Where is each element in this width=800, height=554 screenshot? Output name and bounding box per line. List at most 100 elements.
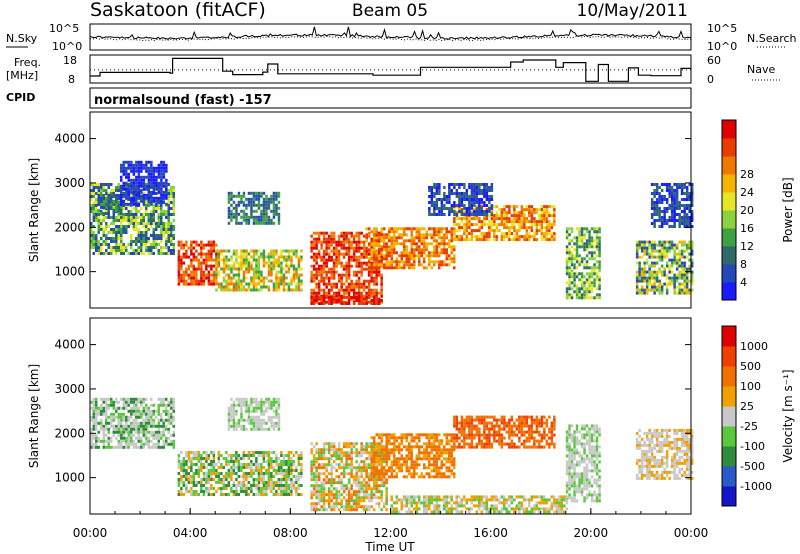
data-cell xyxy=(668,264,671,268)
data-cell xyxy=(205,276,208,280)
data-cell xyxy=(172,397,175,401)
data-cell xyxy=(95,439,98,443)
data-cell xyxy=(257,191,261,195)
data-cell xyxy=(658,195,661,198)
data-cell xyxy=(215,249,218,253)
data-cell xyxy=(140,427,143,431)
data-cell xyxy=(332,300,336,304)
data-cell xyxy=(420,254,423,258)
data-cell xyxy=(242,397,246,401)
data-cell xyxy=(645,270,649,274)
data-cell xyxy=(352,282,356,286)
data-cell xyxy=(683,249,686,253)
data-cell xyxy=(418,248,421,252)
data-cell xyxy=(435,183,439,186)
data-cell xyxy=(242,288,246,292)
data-cell xyxy=(112,433,115,437)
data-cell xyxy=(142,430,145,434)
data-cell xyxy=(140,249,143,252)
data-cell xyxy=(635,273,639,277)
data-cell xyxy=(438,213,441,216)
data-cell xyxy=(270,418,273,422)
station-title: Saskatoon (fitACF) xyxy=(90,0,266,21)
data-cell xyxy=(282,255,286,259)
data-cell xyxy=(372,270,376,274)
data-cell xyxy=(95,237,98,240)
data-cell xyxy=(473,210,476,213)
data-cell xyxy=(578,230,581,234)
data-cell xyxy=(185,270,188,274)
data-cell xyxy=(262,454,266,457)
data-cell xyxy=(678,201,681,204)
data-cell xyxy=(162,246,165,249)
data-cell xyxy=(110,216,113,219)
data-cell xyxy=(393,251,396,255)
data-cell xyxy=(320,258,323,262)
data-cell xyxy=(152,231,155,234)
data-cell xyxy=(282,258,286,262)
data-cell xyxy=(635,270,639,274)
data-cell xyxy=(147,193,151,197)
data-cell xyxy=(105,403,108,407)
data-cell xyxy=(403,266,406,270)
data-cell xyxy=(473,213,476,216)
data-cell xyxy=(100,219,103,222)
data-cell xyxy=(350,243,353,247)
data-cell xyxy=(217,487,221,490)
data-cell xyxy=(660,288,664,292)
data-cell xyxy=(222,261,226,265)
data-cell xyxy=(157,412,160,416)
data-cell xyxy=(210,469,213,472)
data-cell xyxy=(322,282,326,286)
data-cell xyxy=(678,276,681,280)
data-cell xyxy=(277,493,281,496)
data-cell xyxy=(345,231,348,235)
data-cell xyxy=(132,418,135,422)
data-cell xyxy=(362,285,366,289)
data-cell xyxy=(272,421,276,425)
data-cell xyxy=(102,228,105,231)
data-cell xyxy=(157,243,160,246)
data-cell xyxy=(580,284,584,288)
data-cell xyxy=(688,252,691,256)
data-cell xyxy=(420,263,423,267)
data-cell xyxy=(167,210,170,213)
data-cell xyxy=(410,236,413,240)
data-cell xyxy=(428,242,431,246)
data-cell xyxy=(135,403,138,407)
data-cell xyxy=(345,279,348,283)
data-cell xyxy=(428,195,431,198)
data-cell xyxy=(190,490,193,493)
data-cell xyxy=(227,276,231,280)
data-cell xyxy=(167,219,170,222)
data-cell xyxy=(242,270,246,274)
data-cell xyxy=(132,225,135,228)
data-cell xyxy=(380,236,383,240)
data-cell xyxy=(142,252,145,255)
data-cell xyxy=(312,466,316,470)
data-cell xyxy=(575,236,579,240)
data-cell xyxy=(140,199,143,203)
data-cell xyxy=(565,233,569,237)
data-cell xyxy=(683,198,686,201)
data-cell xyxy=(145,406,148,410)
data-cell xyxy=(573,242,576,246)
data-cell xyxy=(105,439,108,443)
data-cell xyxy=(500,232,504,236)
data-cell xyxy=(433,227,436,231)
data-cell xyxy=(678,219,681,222)
data-cell xyxy=(690,249,694,253)
data-cell xyxy=(150,196,153,200)
data-cell xyxy=(655,219,659,222)
data-cell xyxy=(257,270,261,274)
data-cell xyxy=(683,288,686,292)
data-cell xyxy=(275,212,278,216)
data-cell xyxy=(242,276,246,280)
data-cell xyxy=(315,237,318,241)
data-cell xyxy=(595,266,599,270)
data-cell xyxy=(255,424,258,428)
data-cell xyxy=(342,240,346,244)
data-cell xyxy=(327,237,331,241)
data-cell xyxy=(100,212,103,215)
data-cell xyxy=(370,263,373,267)
